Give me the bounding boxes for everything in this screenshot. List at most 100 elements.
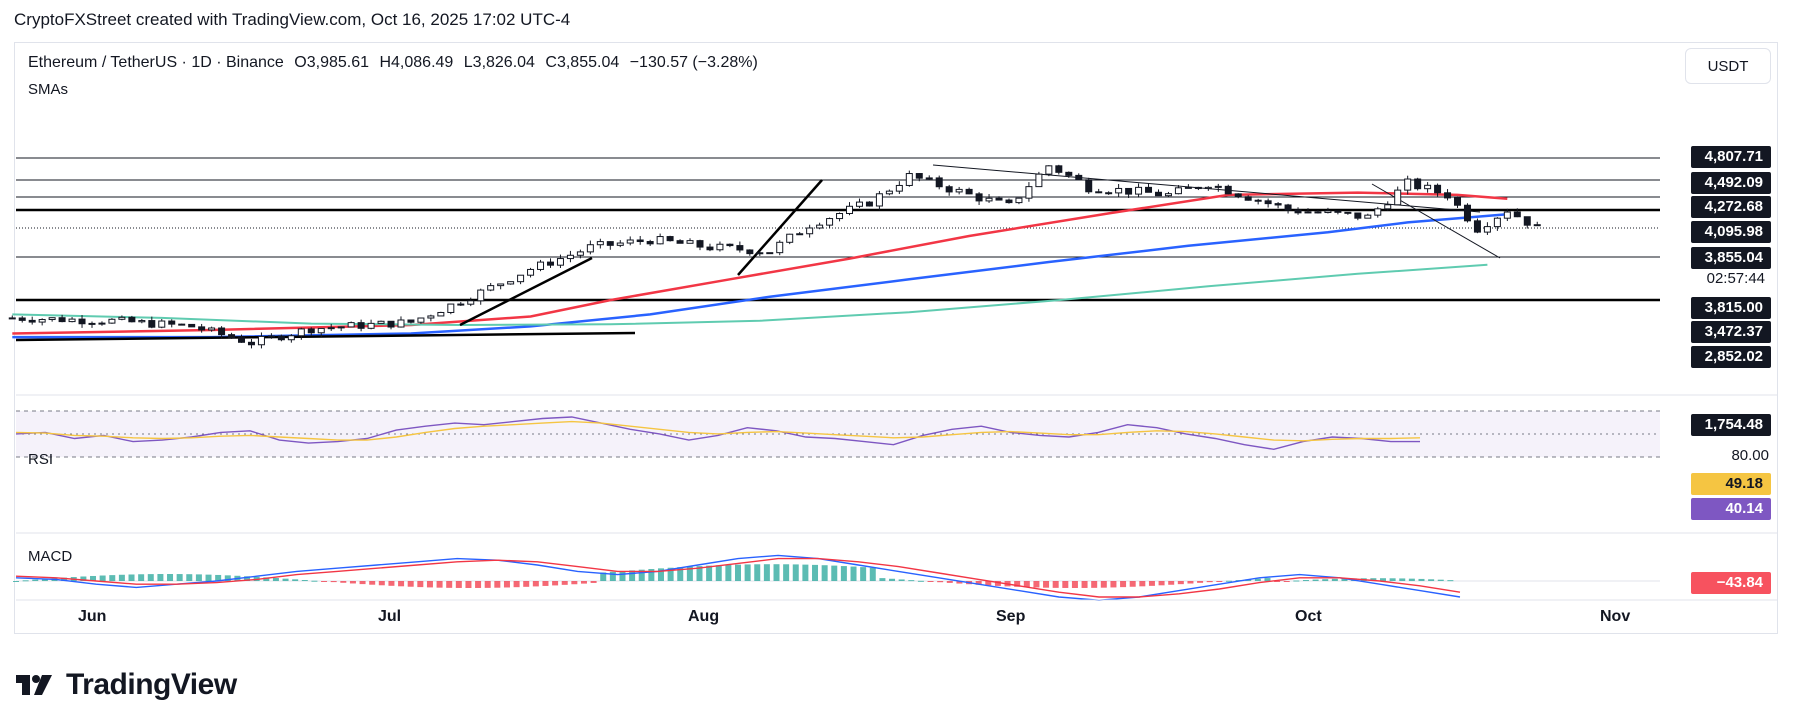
- macd-histogram-bar: [1062, 581, 1069, 588]
- time-axis-label: Oct: [1295, 608, 1322, 625]
- macd-histogram-bar: [638, 569, 645, 581]
- indicator-label-smas[interactable]: SMAs: [28, 81, 69, 98]
- macd-histogram-bar: [821, 565, 828, 581]
- candle-body: [387, 320, 395, 328]
- macd-value-tag: −43.84: [1691, 572, 1771, 594]
- macd-histogram-bar: [1120, 581, 1127, 588]
- candle-body: [676, 240, 684, 244]
- candle-body: [407, 319, 415, 323]
- macd-histogram-bar: [1437, 579, 1444, 581]
- candle-body: [1224, 185, 1232, 195]
- macd-histogram-bar: [552, 581, 559, 586]
- macd-histogram-bar: [109, 575, 116, 581]
- macd-histogram-bar: [561, 581, 568, 585]
- macd-histogram-bar: [1110, 581, 1117, 588]
- candle-body: [297, 328, 305, 337]
- candle-body: [1065, 171, 1073, 176]
- macd-histogram-bar: [994, 581, 1001, 586]
- candle-body: [925, 177, 933, 180]
- macd-histogram-bar: [484, 581, 491, 588]
- macd-histogram-bar: [600, 572, 607, 581]
- candle-body: [128, 316, 136, 323]
- macd-histogram-bar: [195, 574, 202, 581]
- candle-body: [527, 268, 535, 276]
- support-trendline: [15, 331, 636, 342]
- candle-body: [168, 320, 176, 325]
- candle-body: [1105, 192, 1113, 195]
- macd-histogram-bar: [985, 581, 992, 586]
- candle-body: [935, 177, 943, 188]
- price-axis-label: 1,754.48: [1691, 414, 1771, 436]
- candle-body: [1354, 212, 1362, 219]
- symbol-header: Ethereum / TetherUS · 1D · Binance O3,98…: [28, 54, 764, 72]
- candle-body: [1055, 165, 1063, 173]
- candle-body: [277, 335, 285, 341]
- candle-body: [78, 318, 86, 325]
- candle-body: [1394, 189, 1402, 206]
- macd-histogram-bar: [205, 574, 212, 581]
- candle-body: [357, 322, 365, 329]
- macd-histogram-bar: [783, 564, 790, 581]
- macd-histogram-bar: [321, 581, 328, 582]
- candle-body: [58, 317, 66, 323]
- candle-body: [158, 320, 166, 328]
- close-value: C3,855.04: [545, 54, 620, 71]
- macd-histogram-bar: [475, 581, 482, 588]
- candle-body: [1454, 197, 1462, 206]
- macd-histogram-bar: [927, 581, 934, 582]
- macd-histogram-bar: [1014, 581, 1021, 587]
- candle-body: [626, 239, 634, 244]
- macd-histogram-bar: [186, 574, 193, 581]
- candle-body: [327, 327, 335, 330]
- macd-histogram-bar: [138, 574, 145, 581]
- candle-body: [1493, 217, 1501, 228]
- candle-body: [178, 323, 186, 326]
- price-axis-label: 4,492.09: [1691, 172, 1771, 194]
- macd-histogram-bar: [369, 581, 376, 585]
- macd-histogram-bar: [1283, 581, 1290, 582]
- macd-histogram-bar: [956, 581, 963, 584]
- candle-body: [1284, 204, 1292, 211]
- symbol-name[interactable]: Ethereum / TetherUS · 1D · Binance: [28, 54, 284, 71]
- candle-body: [1473, 220, 1481, 233]
- sma-mid-line: [12, 212, 1508, 339]
- candle-body: [945, 186, 953, 193]
- trendline-august: [737, 179, 823, 276]
- candle-body: [208, 327, 216, 331]
- rsi-pane-label[interactable]: RSI: [28, 451, 54, 468]
- macd-histogram-bar: [1129, 581, 1136, 587]
- macd-histogram-bar: [657, 568, 664, 581]
- candle-body: [686, 240, 694, 244]
- change-value: −130.57 (−3.28%): [629, 54, 758, 71]
- macd-histogram-bar: [90, 575, 97, 581]
- candle-body: [218, 327, 226, 336]
- currency-button[interactable]: USDT: [1685, 48, 1771, 84]
- macd-pane-label[interactable]: MACD: [28, 548, 73, 565]
- candle-body: [826, 218, 834, 226]
- macd-histogram-bar: [378, 581, 385, 586]
- macd-histogram-bar: [754, 564, 761, 581]
- time-axis-label: Nov: [1600, 608, 1631, 625]
- macd-histogram-bar: [1370, 578, 1377, 581]
- macd-histogram-bar: [802, 564, 809, 581]
- macd-histogram-bar: [1379, 578, 1386, 581]
- macd-histogram-bar: [215, 574, 222, 581]
- candle-body: [108, 318, 116, 324]
- candle-body: [915, 173, 923, 179]
- tradingview-logo[interactable]: TradingView: [16, 668, 237, 702]
- candle-body: [796, 233, 804, 236]
- candle-body: [88, 322, 96, 325]
- macd-histogram-bar: [609, 571, 616, 581]
- candle-body: [716, 243, 724, 251]
- macd-histogram-bar: [1408, 578, 1415, 581]
- candle-body: [1174, 187, 1182, 195]
- sma-fast-line: [12, 191, 1508, 335]
- descending-trendline-short: [1371, 183, 1501, 259]
- high-value: H4,086.49: [379, 54, 454, 71]
- candle-body: [467, 300, 475, 305]
- candle-body: [1434, 184, 1442, 194]
- macd-histogram-bar: [301, 580, 308, 582]
- macd-histogram-bar: [244, 576, 251, 581]
- candle-body: [417, 317, 425, 323]
